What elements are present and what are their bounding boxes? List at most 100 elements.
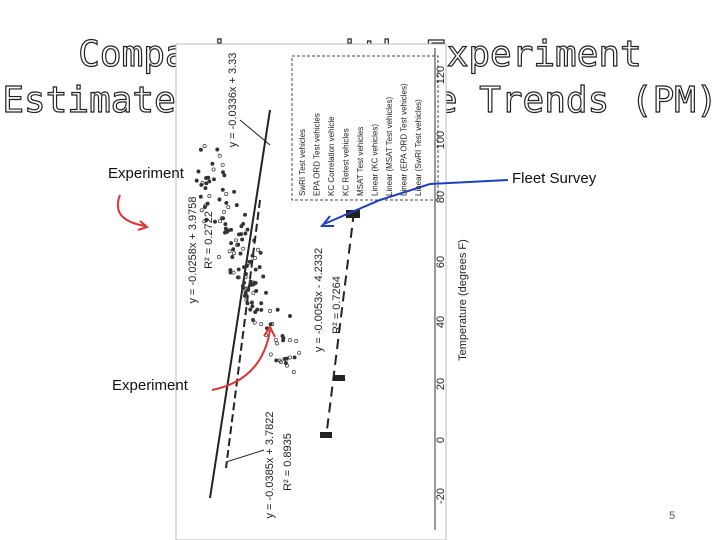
scan-dot — [253, 310, 258, 315]
scan-dot — [243, 231, 248, 236]
scan-dot — [258, 250, 263, 255]
scan-dot — [227, 249, 232, 254]
legend-box — [291, 55, 439, 201]
leader-line — [239, 119, 271, 146]
scan-dot — [253, 267, 258, 272]
scan-dot — [240, 237, 245, 242]
scan-dot — [236, 267, 241, 272]
legend-entry: Linear (MSAT Test vehicles) — [385, 97, 394, 196]
scan-dot — [229, 241, 234, 246]
scan-dot — [274, 358, 279, 363]
scan-dot — [268, 352, 273, 357]
arrow — [116, 194, 146, 227]
scan-dot — [236, 275, 241, 280]
scan-dot — [221, 170, 225, 175]
scan-dot — [224, 200, 229, 205]
scan-dot — [207, 194, 212, 199]
scan-dot — [250, 253, 255, 258]
scan-dot — [246, 287, 251, 292]
arrowhead — [137, 220, 149, 231]
callout-label: Experiment — [108, 165, 185, 182]
legend-entry: KC Correlation vehicle — [327, 116, 336, 196]
scan-dot — [241, 286, 246, 291]
scan-dot — [217, 197, 222, 202]
scan-dot — [257, 265, 262, 270]
equation: y = -0.0336x + 3.33 — [227, 53, 239, 148]
scan-dot — [268, 322, 273, 327]
legend-entry: Linear (EPA ORD Test vehicles) — [400, 83, 409, 196]
scan-dot — [244, 271, 248, 276]
scan-dot — [213, 219, 217, 224]
scan-dot — [244, 264, 249, 268]
scan-dot — [198, 194, 203, 199]
arrow — [323, 179, 509, 225]
scan-dot — [220, 216, 224, 221]
scan-dot — [273, 337, 278, 342]
scan-dot — [259, 307, 264, 312]
scan-dot — [199, 182, 204, 187]
scan-dot — [210, 161, 215, 166]
scan-dot — [199, 208, 204, 213]
scan-dot — [198, 147, 203, 152]
trend-line — [325, 211, 355, 439]
tick-label: -20 — [435, 488, 447, 504]
scan-dot — [283, 361, 288, 365]
scan-dot — [255, 307, 260, 312]
scan-dot — [203, 186, 208, 191]
scan-dot — [232, 189, 237, 194]
scan-dot — [204, 181, 209, 186]
marker — [346, 210, 360, 218]
scan-dot — [217, 153, 222, 158]
scan-dot — [223, 230, 227, 235]
tick-label: 40 — [435, 316, 447, 328]
scan-dot — [211, 167, 216, 172]
scan-dot — [245, 301, 250, 306]
scan-dot — [268, 309, 273, 313]
scan-dot — [294, 339, 299, 343]
scan-dot — [196, 169, 201, 174]
scan-dot — [243, 292, 248, 297]
scan-dot — [291, 370, 296, 374]
scan-dot — [224, 192, 229, 197]
legend-entry: SwRI Test vehicles — [298, 129, 307, 196]
arrow — [211, 329, 271, 391]
scan-dot — [275, 307, 280, 312]
scan-dot — [205, 201, 210, 206]
scan-dot — [215, 147, 220, 152]
legend-entry: Linear (SwRI Test vehicles) — [414, 99, 423, 196]
scan-dot — [194, 178, 199, 183]
scan-dot — [218, 219, 223, 224]
scan-dot — [275, 341, 280, 346]
scan-dot — [248, 307, 253, 312]
scan-dot — [254, 288, 259, 293]
scan-dot — [202, 219, 207, 224]
legend-entry: Linear (KC vehicles) — [371, 124, 380, 196]
scan-dot — [251, 291, 256, 296]
scan-dot — [232, 251, 236, 256]
scan-dot — [288, 355, 292, 360]
scan-dot — [249, 300, 254, 305]
scan-dot — [228, 270, 233, 275]
scan-dot — [236, 232, 241, 237]
scan-dot — [253, 256, 257, 260]
scan-dot — [282, 357, 287, 361]
scan-dot — [222, 173, 227, 178]
scan-dot — [207, 179, 212, 184]
equation: R² = 0.8935 — [282, 433, 294, 491]
scan-dot — [288, 338, 292, 343]
equation: R² = 0.2722 — [203, 211, 215, 269]
scan-dot — [216, 255, 221, 259]
page-number: 5 — [669, 510, 675, 522]
scan-dot — [230, 255, 235, 259]
legend-entry: EPA ORD Test vehicles — [313, 113, 322, 196]
equation: y = -0.0385x + 3.7822 — [264, 411, 276, 518]
scanned-chart — [175, 43, 447, 540]
scan-dot — [243, 212, 247, 217]
arrowhead — [319, 215, 334, 227]
scan-dot — [245, 227, 250, 232]
scan-dot — [292, 355, 297, 360]
arrowhead — [263, 325, 276, 338]
legend-entry: MSAT Test vehicles — [356, 127, 365, 196]
scan-dot — [259, 301, 264, 306]
